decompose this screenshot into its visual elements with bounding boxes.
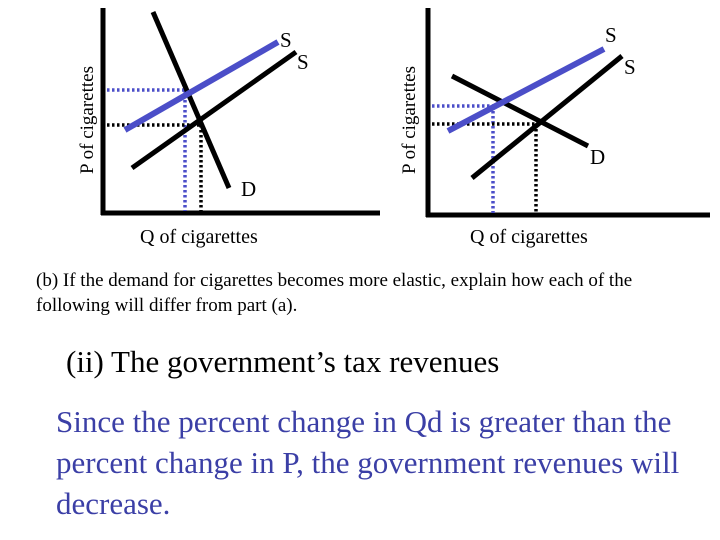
tax-incidence-diagrams: P of cigarettes S S D Q of cigarettes P … bbox=[77, 8, 710, 248]
y-axis-label-right: P of cigarettes bbox=[399, 66, 420, 174]
answer-text: Since the percent change in Qd is greate… bbox=[56, 404, 680, 521]
demand-curve-left bbox=[150, 11, 232, 189]
supply-curve-original-left bbox=[130, 49, 298, 171]
supply-curve-taxed-right bbox=[446, 46, 606, 134]
x-axis-label-right: Q of cigarettes bbox=[470, 226, 588, 248]
y-axis-label-left: P of cigarettes bbox=[77, 66, 98, 174]
part-heading: (ii) The government’s tax revenues bbox=[66, 344, 500, 379]
supply-label-original-left: S bbox=[297, 50, 309, 74]
supply-label-taxed-right: S bbox=[605, 23, 617, 47]
demand-label-left: D bbox=[241, 177, 256, 201]
demand-curve-right bbox=[450, 73, 590, 149]
graph-left: P of cigarettes S S D Q of cigarettes bbox=[77, 8, 380, 248]
supply-curve-original-right bbox=[470, 54, 624, 180]
supply-label-original-right: S bbox=[624, 55, 636, 79]
supply-curve-taxed-left bbox=[123, 39, 280, 133]
graph-right: P of cigarettes S S D Q of cigarettes bbox=[399, 8, 710, 248]
supply-label-taxed-left: S bbox=[280, 28, 292, 52]
demand-label-right: D bbox=[590, 145, 605, 169]
question-text: (b) If the demand for cigarettes becomes… bbox=[36, 270, 633, 316]
x-axis-label-left: Q of cigarettes bbox=[140, 226, 258, 248]
